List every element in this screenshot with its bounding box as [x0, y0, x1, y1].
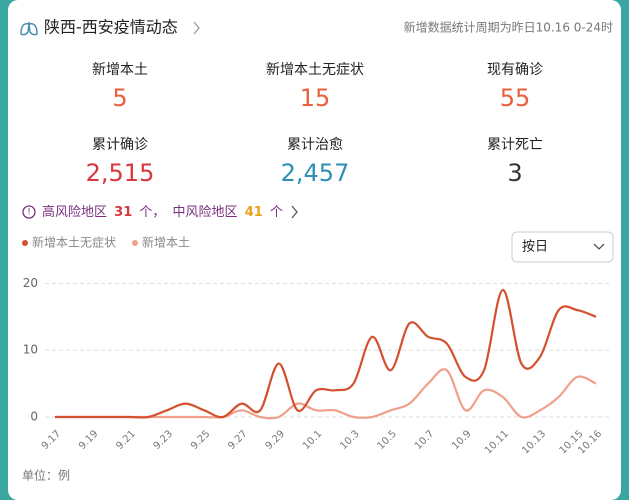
stat-label: 新增本土无症状 — [266, 62, 364, 78]
risk-icon — [22, 205, 36, 219]
toggle-label[interactable]: 按日 — [522, 240, 548, 255]
risk-mid-label: 中风险地区 — [173, 205, 238, 220]
y-tick-label: 0 — [30, 410, 38, 424]
stat-value: 55 — [500, 84, 531, 112]
y-tick-label: 20 — [23, 276, 38, 290]
header-note: 新增数据统计周期为昨日10.16 0-24时 — [404, 20, 613, 35]
risk-separator: 个， — [139, 205, 165, 220]
lung-icon — [20, 22, 38, 36]
stat-value: 2,457 — [281, 159, 350, 187]
stat-label: 新增本土 — [92, 62, 148, 78]
legend-label: 新增本土 — [142, 235, 190, 250]
stat-label: 累计治愈 — [287, 137, 343, 153]
stat-value: 5 — [112, 84, 127, 112]
toggle-arrow — [593, 243, 605, 250]
stat-value: 3 — [507, 159, 522, 187]
unit-note: 单位：例 — [22, 468, 70, 483]
risk-high-count: 31 — [114, 205, 132, 220]
card — [8, 0, 621, 500]
y-tick-label: 10 — [23, 343, 38, 357]
toggle-box[interactable] — [511, 231, 614, 263]
header-title[interactable]: 陕西-西安疫情动态 — [44, 18, 178, 37]
legend-label: 新增本土无症状 — [32, 235, 116, 250]
risk-mid-count: 41 — [245, 205, 263, 220]
stat-label: 累计死亡 — [487, 137, 543, 153]
series-line — [54, 288, 597, 419]
risk-high-label: 高风险地区 — [42, 204, 107, 220]
risk-icon-mark: ! — [27, 208, 31, 218]
stat-label: 现有确诊 — [487, 62, 543, 78]
stat-value: 2,515 — [86, 159, 155, 187]
chevron — [291, 205, 298, 219]
risk-line[interactable]: 高风险地区 31 个， 中风险地区 41 个 — [42, 204, 283, 220]
stat-label: 累计确诊 — [92, 137, 148, 153]
stat-value: 15 — [300, 84, 331, 112]
legend-dot — [132, 240, 139, 246]
risk-unit: 个 — [270, 205, 283, 220]
legend-dot — [22, 240, 28, 246]
chevron — [193, 21, 200, 35]
